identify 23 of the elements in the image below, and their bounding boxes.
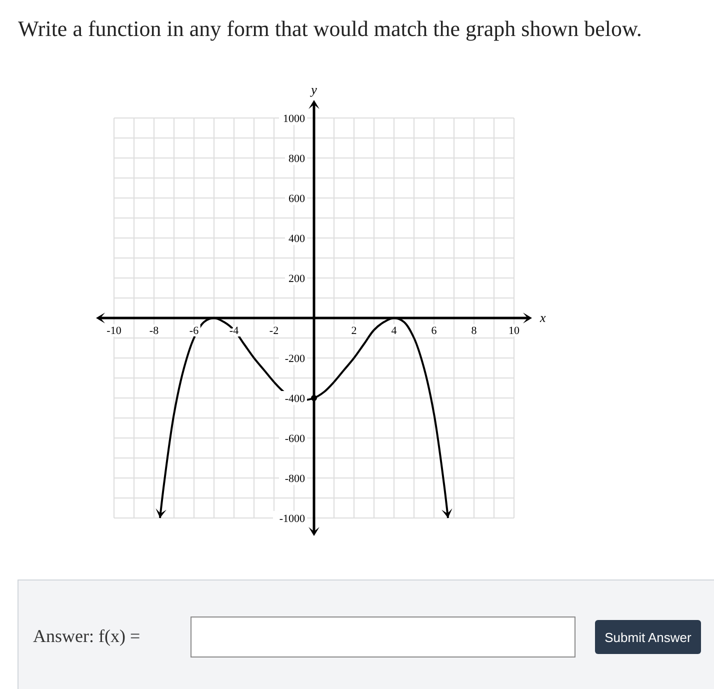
y-tick-label: -200 bbox=[284, 353, 306, 365]
x-tick-label: 8 bbox=[471, 325, 478, 337]
y-axis-title: y bbox=[309, 82, 318, 97]
y-tick-label: 600 bbox=[288, 193, 306, 205]
y-tick-label: -800 bbox=[284, 473, 306, 485]
x-tick-label: 10 bbox=[508, 325, 520, 337]
y-tick-label: 800 bbox=[288, 153, 306, 165]
y-tick-label: -600 bbox=[284, 433, 306, 445]
chart-title: Write a function in any form that would match the graph shown below. bbox=[18, 16, 642, 41]
y-tick-label: 1000 bbox=[283, 113, 306, 125]
x-tick-label: -8 bbox=[149, 325, 160, 337]
y-tick-label: 400 bbox=[288, 233, 306, 245]
y-tick-label: -400 bbox=[284, 393, 306, 405]
text: Answer: f(x) = bbox=[33, 626, 140, 646]
text: Submit Answer bbox=[604, 630, 692, 645]
x-tick-label: 6 bbox=[431, 325, 438, 337]
x-tick-label: -10 bbox=[106, 325, 122, 337]
x-tick-label: -2 bbox=[269, 325, 279, 337]
x-tick-label: 4 bbox=[391, 325, 398, 337]
y-tick-label: -1000 bbox=[279, 513, 306, 525]
x-axis-title: x bbox=[539, 310, 546, 325]
x-tick-label: 2 bbox=[351, 325, 357, 337]
y-tick-label: 200 bbox=[288, 273, 306, 285]
